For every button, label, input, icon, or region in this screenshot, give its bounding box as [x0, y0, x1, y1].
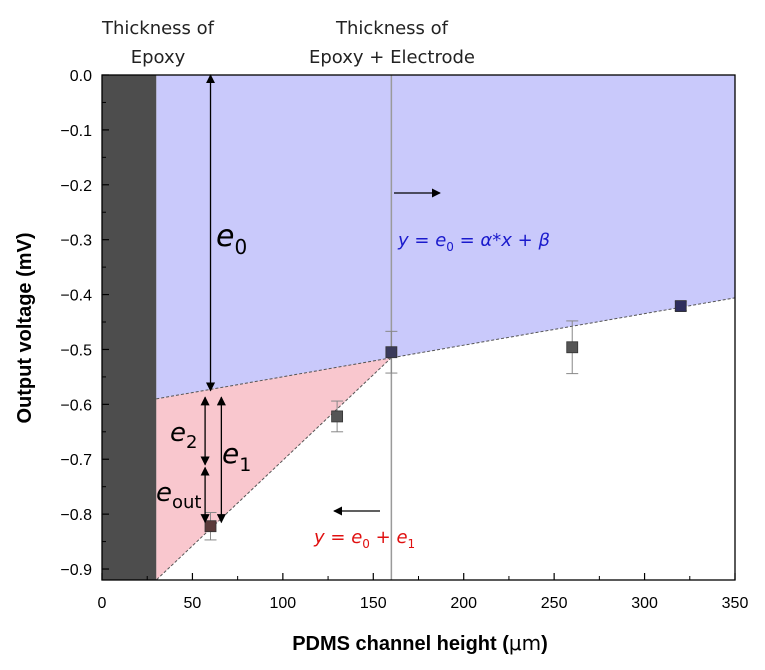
blue-region [156, 75, 735, 399]
data-point [566, 341, 579, 354]
top-label-electrode-line1: Thickness of [335, 18, 449, 39]
x-tick-label: 300 [631, 595, 658, 612]
y-tick-label: −0.2 [60, 178, 92, 195]
top-label-electrode-line2: Epoxy + Electrode [309, 47, 475, 68]
x-tick-label: 350 [722, 595, 749, 612]
annotation-arrows [200, 74, 441, 524]
x-tick-label: 100 [270, 595, 297, 612]
annotation-labels: e0 e2 e1 eout y = e0 = α*x + β y = e0 + … [156, 219, 550, 551]
e2-label: e2 [170, 418, 197, 453]
y-tick-label: −0.7 [60, 452, 92, 469]
y-tick-label: −0.8 [60, 507, 92, 524]
y-tick-label: −0.6 [60, 397, 92, 414]
blue-equation: y = e0 = α*x + β [397, 230, 550, 254]
data-point [385, 346, 398, 359]
y-tick-label: 0.0 [70, 68, 92, 85]
x-axis: 0 50 100 150 200 250 300 350 [98, 573, 749, 612]
x-tick-label: 200 [450, 595, 477, 612]
red-edge [155, 357, 392, 581]
y-axis-title: Output voltage (mV) [14, 232, 36, 423]
red-equation: y = e0 + e1 [313, 527, 415, 551]
y-tick-label: −0.3 [60, 233, 92, 250]
y-axis: 0.0 −0.1 −0.2 −0.3 −0.4 −0.5 −0.6 −0.7 −0.8 −0.9 [60, 68, 109, 579]
epoxy-band [102, 75, 157, 580]
e0-label: e0 [216, 219, 247, 259]
top-label-epoxy-line2: Epoxy [131, 47, 186, 68]
x-tick-label: 150 [360, 595, 387, 612]
data-point [331, 410, 344, 423]
y-tick-label: −0.5 [60, 342, 92, 359]
eout-label: eout [156, 478, 201, 513]
x-tick-label: 250 [541, 595, 568, 612]
y-tick-label: −0.1 [60, 123, 92, 140]
x-axis-title: PDMS channel height (μm) [292, 631, 548, 655]
y-tick-label: −0.9 [60, 562, 92, 579]
e1-label: e1 [222, 437, 251, 476]
data-points [204, 300, 687, 541]
boundary-line [156, 297, 736, 400]
x-tick-label: 0 [98, 595, 107, 612]
x-tick-label: 50 [184, 595, 202, 612]
top-label-epoxy-line1: Thickness of [101, 18, 215, 39]
data-point [204, 520, 217, 533]
y-tick-label: −0.4 [60, 288, 92, 305]
data-point [674, 300, 687, 312]
